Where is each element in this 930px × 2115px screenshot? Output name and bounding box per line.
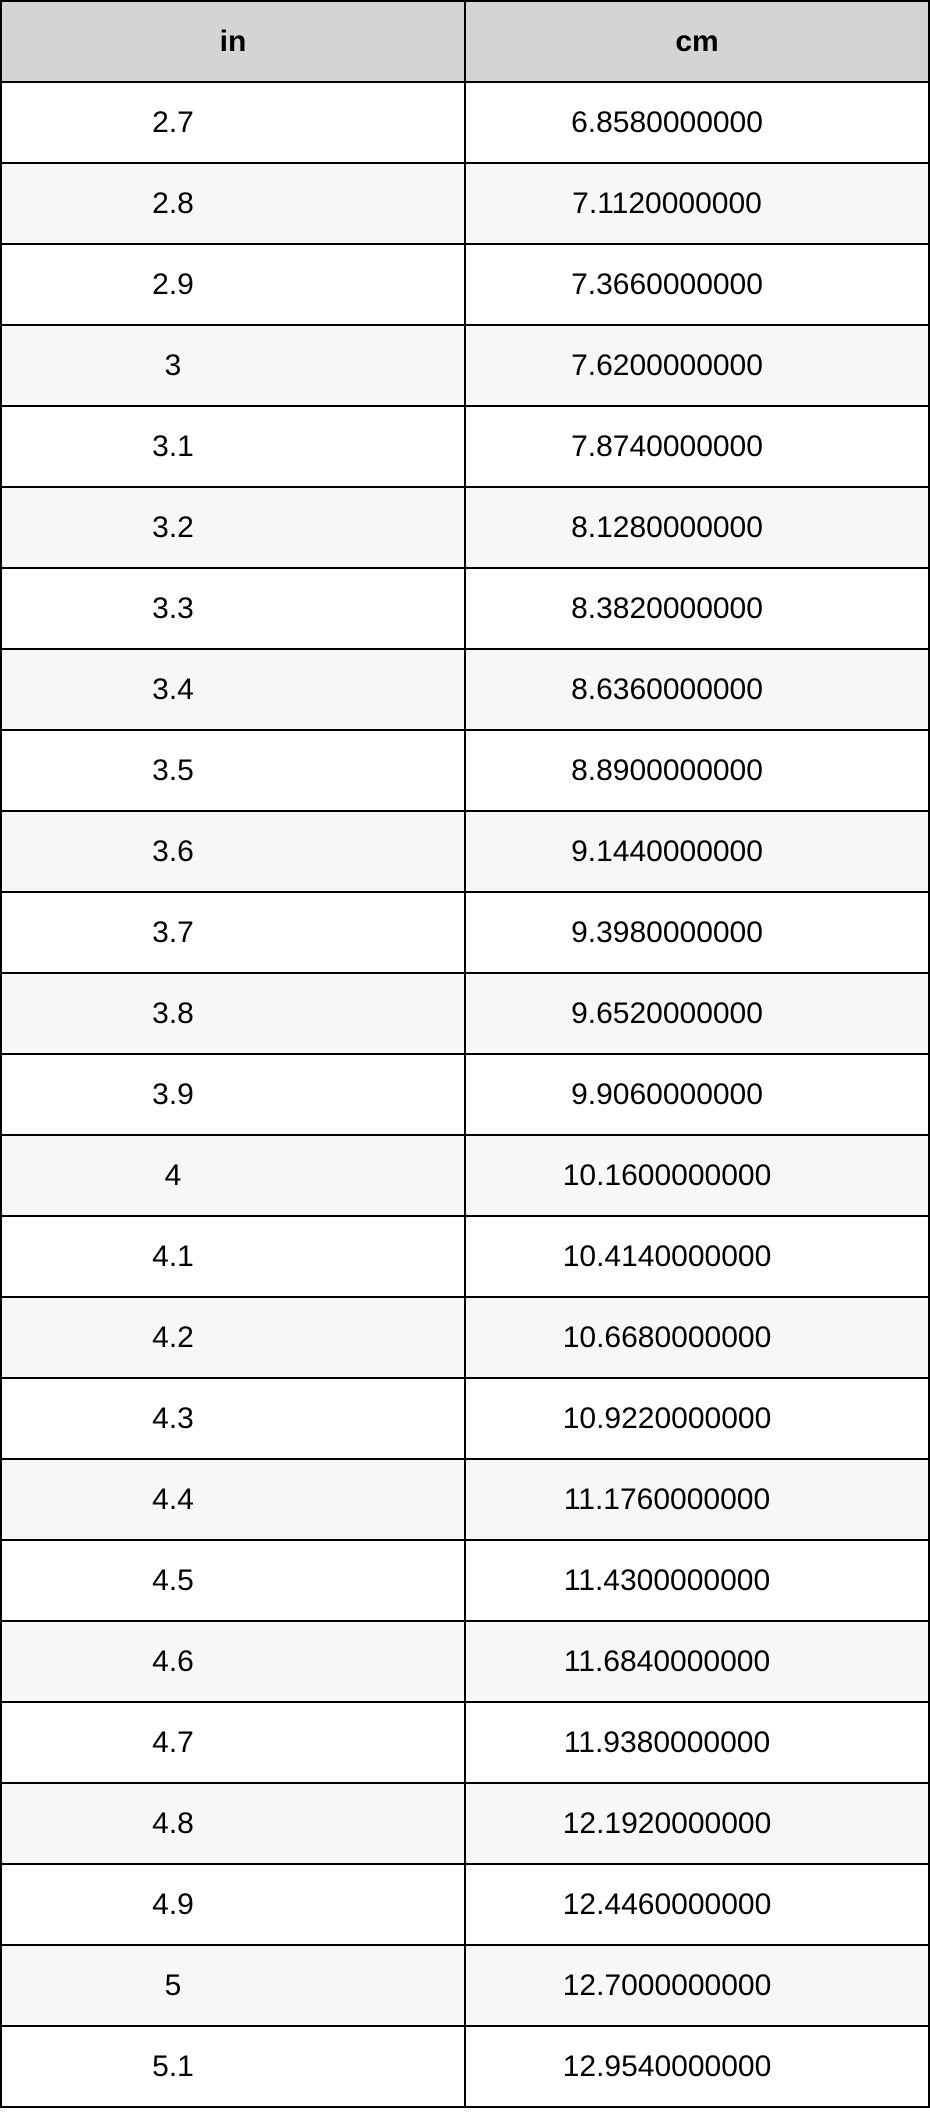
cell-cm: 8.6360000000 xyxy=(465,649,929,730)
conversion-table-container: in cm 2.7 6.8580000000 2.8 7.1120000000 … xyxy=(0,0,930,2108)
cell-cm: 9.9060000000 xyxy=(465,1054,929,1135)
cell-cm: 7.8740000000 xyxy=(465,406,929,487)
table-row: 4.9 12.4460000000 xyxy=(1,1864,929,1945)
cell-in: 2.8 xyxy=(1,163,465,244)
cell-cm: 12.9540000000 xyxy=(465,2026,929,2107)
cell-in: 4 xyxy=(1,1135,465,1216)
cell-in: 3.3 xyxy=(1,568,465,649)
cell-cm: 12.4460000000 xyxy=(465,1864,929,1945)
table-row: 4.5 11.4300000000 xyxy=(1,1540,929,1621)
cell-in: 4.3 xyxy=(1,1378,465,1459)
cell-in: 4.1 xyxy=(1,1216,465,1297)
cell-in: 2.7 xyxy=(1,82,465,163)
column-header-cm: cm xyxy=(465,1,929,82)
table-row: 4.2 10.6680000000 xyxy=(1,1297,929,1378)
cell-cm: 11.9380000000 xyxy=(465,1702,929,1783)
cell-cm: 10.9220000000 xyxy=(465,1378,929,1459)
cell-cm: 8.8900000000 xyxy=(465,730,929,811)
cell-in: 4.7 xyxy=(1,1702,465,1783)
cell-in: 2.9 xyxy=(1,244,465,325)
table-row: 3 7.6200000000 xyxy=(1,325,929,406)
cell-cm: 8.3820000000 xyxy=(465,568,929,649)
table-row: 4.4 11.1760000000 xyxy=(1,1459,929,1540)
table-body: 2.7 6.8580000000 2.8 7.1120000000 2.9 7.… xyxy=(1,82,929,2107)
table-row: 5 12.7000000000 xyxy=(1,1945,929,2026)
cell-in: 4.9 xyxy=(1,1864,465,1945)
cell-in: 3.7 xyxy=(1,892,465,973)
conversion-table: in cm 2.7 6.8580000000 2.8 7.1120000000 … xyxy=(0,0,930,2108)
cell-cm: 10.4140000000 xyxy=(465,1216,929,1297)
column-header-in: in xyxy=(1,1,465,82)
cell-cm: 7.1120000000 xyxy=(465,163,929,244)
cell-cm: 11.6840000000 xyxy=(465,1621,929,1702)
table-row: 4.3 10.9220000000 xyxy=(1,1378,929,1459)
cell-in: 3.1 xyxy=(1,406,465,487)
cell-cm: 7.3660000000 xyxy=(465,244,929,325)
cell-in: 5 xyxy=(1,1945,465,2026)
cell-in: 3.4 xyxy=(1,649,465,730)
table-row: 3.5 8.8900000000 xyxy=(1,730,929,811)
table-header-row: in cm xyxy=(1,1,929,82)
cell-in: 4.4 xyxy=(1,1459,465,1540)
cell-cm: 9.1440000000 xyxy=(465,811,929,892)
table-row: 3.6 9.1440000000 xyxy=(1,811,929,892)
table-row: 2.8 7.1120000000 xyxy=(1,163,929,244)
cell-cm: 9.6520000000 xyxy=(465,973,929,1054)
table-row: 2.7 6.8580000000 xyxy=(1,82,929,163)
cell-in: 3.6 xyxy=(1,811,465,892)
cell-cm: 10.6680000000 xyxy=(465,1297,929,1378)
cell-cm: 12.1920000000 xyxy=(465,1783,929,1864)
table-row: 4.8 12.1920000000 xyxy=(1,1783,929,1864)
cell-in: 3.2 xyxy=(1,487,465,568)
table-row: 2.9 7.3660000000 xyxy=(1,244,929,325)
table-row: 4 10.1600000000 xyxy=(1,1135,929,1216)
cell-in: 3 xyxy=(1,325,465,406)
cell-cm: 12.7000000000 xyxy=(465,1945,929,2026)
cell-in: 3.8 xyxy=(1,973,465,1054)
cell-cm: 7.6200000000 xyxy=(465,325,929,406)
cell-cm: 11.4300000000 xyxy=(465,1540,929,1621)
table-row: 4.6 11.6840000000 xyxy=(1,1621,929,1702)
table-row: 4.1 10.4140000000 xyxy=(1,1216,929,1297)
cell-cm: 8.1280000000 xyxy=(465,487,929,568)
cell-cm: 6.8580000000 xyxy=(465,82,929,163)
table-row: 4.7 11.9380000000 xyxy=(1,1702,929,1783)
table-row: 5.1 12.9540000000 xyxy=(1,2026,929,2107)
table-row: 3.7 9.3980000000 xyxy=(1,892,929,973)
cell-cm: 10.1600000000 xyxy=(465,1135,929,1216)
cell-cm: 11.1760000000 xyxy=(465,1459,929,1540)
cell-in: 3.9 xyxy=(1,1054,465,1135)
table-row: 3.1 7.8740000000 xyxy=(1,406,929,487)
cell-in: 4.8 xyxy=(1,1783,465,1864)
cell-in: 4.2 xyxy=(1,1297,465,1378)
table-row: 3.8 9.6520000000 xyxy=(1,973,929,1054)
cell-in: 3.5 xyxy=(1,730,465,811)
cell-cm: 9.3980000000 xyxy=(465,892,929,973)
table-row: 3.4 8.6360000000 xyxy=(1,649,929,730)
table-row: 3.9 9.9060000000 xyxy=(1,1054,929,1135)
table-row: 3.3 8.3820000000 xyxy=(1,568,929,649)
cell-in: 4.5 xyxy=(1,1540,465,1621)
cell-in: 4.6 xyxy=(1,1621,465,1702)
table-row: 3.2 8.1280000000 xyxy=(1,487,929,568)
cell-in: 5.1 xyxy=(1,2026,465,2107)
